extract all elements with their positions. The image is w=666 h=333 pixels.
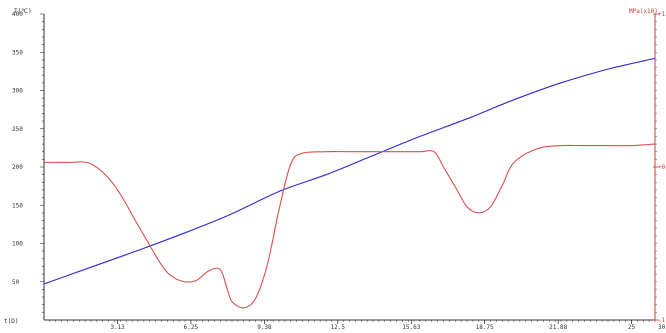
series-layer: [43, 57, 656, 309]
left-tick-label: 100: [12, 241, 23, 248]
x-tick-label: 6.25: [184, 324, 199, 331]
origin-label: t(D): [4, 318, 18, 325]
right-tick-label: +0: [658, 164, 666, 171]
x-tick-label: 9.38: [257, 324, 272, 331]
x-tick-label: 18.75: [476, 324, 494, 331]
left-tick-label: 350: [12, 49, 23, 56]
right-axis-title: MPa(x10): [629, 8, 658, 15]
pressure-series-line: [43, 143, 656, 309]
axes: [40, 13, 659, 324]
left-tick-label: 250: [12, 126, 23, 133]
left-tick-label: 400: [12, 11, 23, 18]
x-end-label: 30: [658, 324, 666, 331]
left-tick-label: 300: [12, 88, 23, 95]
right-tick-label: +1: [658, 11, 666, 18]
x-tick-label: 3.13: [110, 324, 125, 331]
left-axis-title: T(℃): [14, 8, 32, 15]
temperature-series-line: [43, 57, 656, 285]
labels: 400 350 300 250 200 150 100 50 +1 +0 -1 3.13 6.25 9.3…: [4, 8, 666, 331]
right-tick-label: -1: [658, 317, 666, 324]
left-tick-label: 150: [12, 202, 23, 209]
left-tick-label: 200: [12, 164, 23, 171]
x-tick-label: 12.5: [331, 324, 346, 331]
x-tick-label: 25: [628, 324, 636, 331]
left-tick-label: 50: [12, 279, 20, 286]
x-tick-label: 21.88: [549, 324, 567, 331]
x-tick-label: 15.63: [402, 324, 420, 331]
